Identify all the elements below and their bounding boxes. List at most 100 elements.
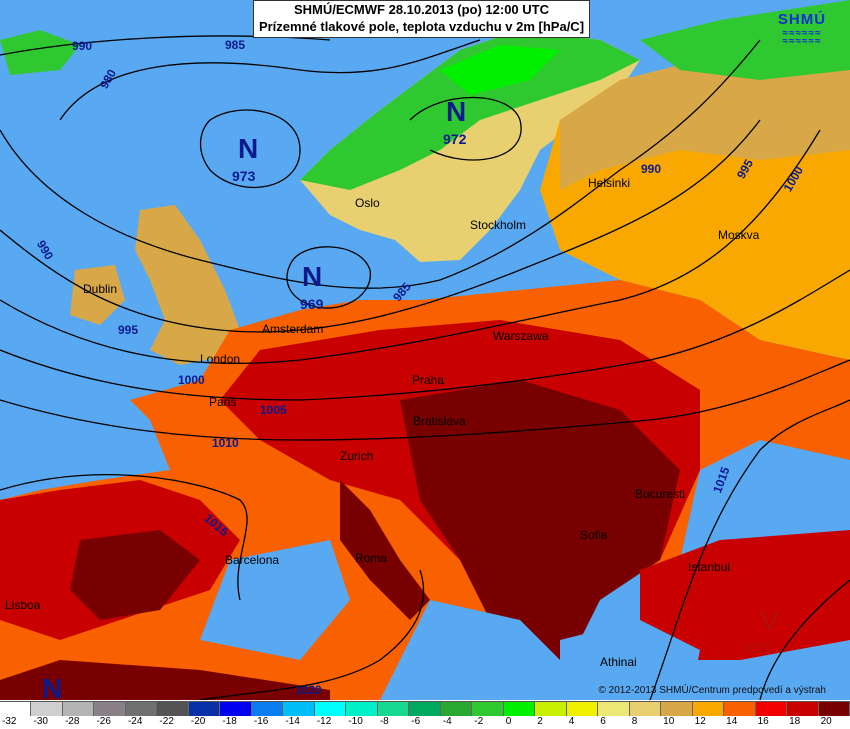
city-label: Oslo xyxy=(355,196,380,210)
sea-med xyxy=(200,540,350,660)
land-ireland xyxy=(70,265,125,325)
city-label: Lisboa xyxy=(5,598,41,612)
land-uk xyxy=(135,205,240,365)
temperature-legend: -32 -30 -28 -26 -24 -22 -20 -18 -16 -14 -12 -10 -8 -6… xyxy=(0,701,850,729)
legend-label: -28 xyxy=(64,716,80,727)
legend-label: -6 xyxy=(411,716,421,727)
low-pressure-symbol: N xyxy=(238,133,259,164)
legend-label: 16 xyxy=(757,716,769,727)
legend-label: -8 xyxy=(379,716,389,727)
legend-label: -18 xyxy=(222,716,237,727)
legend-swatch xyxy=(409,702,441,716)
legend-swatch xyxy=(0,702,32,716)
city-label: Dublin xyxy=(83,282,118,296)
legend-swatch xyxy=(598,702,630,716)
legend-swatch xyxy=(283,702,315,716)
legend-swatch xyxy=(125,702,158,716)
land-italy xyxy=(340,480,430,620)
isobar-label: 1010 xyxy=(212,436,239,450)
city-label: Zurich xyxy=(340,449,374,463)
title-line-2: Prízemné tlakové pole, teplota vzduchu v… xyxy=(258,19,585,34)
legend-label: 18 xyxy=(789,716,801,727)
legend-label: -20 xyxy=(190,716,206,727)
legend-swatch xyxy=(787,702,819,716)
legend-swatch xyxy=(818,702,850,716)
city-label: Amsterdam xyxy=(262,322,324,336)
legend-label: -24 xyxy=(127,716,143,727)
legend-swatch xyxy=(31,702,63,716)
land-iberia-hot xyxy=(70,530,200,620)
city-label: London xyxy=(200,352,241,366)
city-label: Athinai xyxy=(600,655,637,669)
legend-swatch xyxy=(692,702,725,716)
legend-swatches xyxy=(0,701,850,716)
land-scandinavia-north xyxy=(300,30,640,190)
land-east-cold xyxy=(640,0,850,80)
city-label: Stockholm xyxy=(470,218,527,232)
legend-swatch xyxy=(503,702,536,716)
isobar-label: 1020 xyxy=(295,683,322,697)
city-label: Bratislava xyxy=(413,414,466,428)
legend-label: -16 xyxy=(253,716,269,727)
legend-label: 6 xyxy=(600,716,606,727)
low-pressure-symbol: N xyxy=(42,673,63,704)
logo-waves-icon: ≈≈≈≈≈≈ ≈≈≈≈≈≈ xyxy=(782,28,822,47)
legend-label: -22 xyxy=(159,716,174,727)
pressure-value: 973 xyxy=(232,168,256,184)
legend-swatch xyxy=(346,702,378,716)
legend-label: -32 xyxy=(2,716,17,727)
legend-label: 8 xyxy=(631,716,638,727)
land-cold-north xyxy=(440,45,560,95)
legend-label: -10 xyxy=(348,716,363,727)
legend-swatch xyxy=(724,702,756,716)
legend-swatch xyxy=(188,702,221,716)
land-balkans xyxy=(400,380,680,680)
legend-label: 4 xyxy=(568,716,575,727)
legend-swatch xyxy=(94,702,126,716)
isobar-label: 995 xyxy=(118,323,139,337)
city-label: Moskva xyxy=(718,228,760,242)
legend-label: 10 xyxy=(663,716,675,727)
city-label: Helsinki xyxy=(588,176,631,190)
legend-label: -2 xyxy=(474,716,484,727)
city-label: Praha xyxy=(412,373,445,387)
legend-swatch xyxy=(566,702,599,716)
pressure-value: 972 xyxy=(443,131,467,147)
map-canvas xyxy=(0,0,850,700)
isobar-label: 1005 xyxy=(260,403,287,417)
legend-swatch xyxy=(251,702,284,716)
legend-label: -30 xyxy=(33,716,48,727)
low-pressure-symbol: N xyxy=(302,261,323,292)
city-label: Paris xyxy=(209,395,237,409)
high-pressure-symbol: V xyxy=(760,605,779,636)
legend-swatch xyxy=(314,702,347,716)
isobar-label: 1000 xyxy=(178,373,205,387)
legend-label: 20 xyxy=(820,716,832,727)
isobar-label: 990 xyxy=(641,162,662,176)
city-label: Warszawa xyxy=(493,329,549,343)
city-label: Istanbul xyxy=(688,560,731,574)
isobars xyxy=(0,35,850,700)
legend-swatch xyxy=(472,702,504,716)
sea-black xyxy=(690,460,850,560)
legend-label: -12 xyxy=(316,716,332,727)
land-turkey xyxy=(640,530,850,660)
pressure-value: 1020 xyxy=(742,640,774,656)
legend-swatch xyxy=(62,702,95,716)
legend-swatch xyxy=(220,702,252,716)
legend-label: 2 xyxy=(537,716,543,727)
legend-swatch xyxy=(377,702,410,716)
shmu-logo: SHMÚ ≈≈≈≈≈≈ ≈≈≈≈≈≈ xyxy=(762,10,842,47)
city-label: Bucuresti xyxy=(635,487,686,501)
logo-text: SHMÚ xyxy=(777,11,827,28)
city-label: Roma xyxy=(355,551,388,565)
copyright: © 2012-2013 SHMÚ/Centrum predpovedí a vý… xyxy=(598,685,826,696)
legend-label: -26 xyxy=(96,716,111,727)
city-label: Barcelona xyxy=(225,553,280,567)
legend-swatch xyxy=(157,702,189,716)
legend-swatch xyxy=(755,702,788,716)
low-pressure-symbol: N xyxy=(446,96,467,127)
legend-swatch xyxy=(535,702,567,716)
legend-swatch xyxy=(440,702,473,716)
